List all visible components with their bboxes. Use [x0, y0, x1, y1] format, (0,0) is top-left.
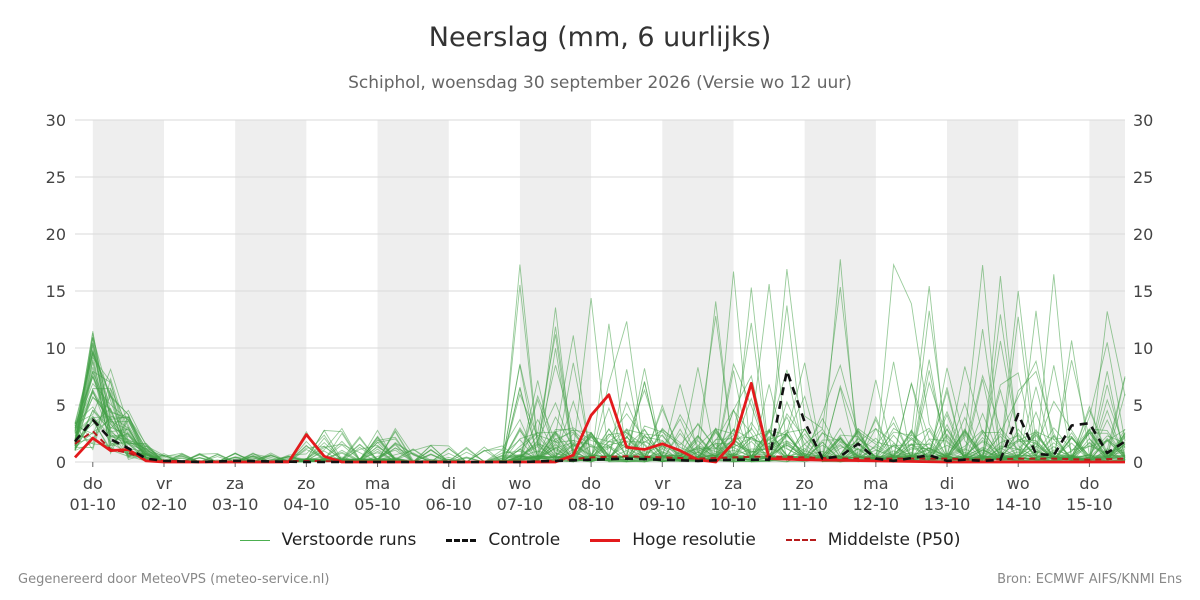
x-tick-date: 11-10	[781, 495, 828, 514]
x-tick-day: wo	[508, 474, 531, 493]
x-tick-date: 07-10	[497, 495, 544, 514]
y-tick-right: 5	[1133, 396, 1143, 415]
x-tick-date: 04-10	[283, 495, 330, 514]
x-tick-date: 15-10	[1066, 495, 1113, 514]
chart-subtitle: Schiphol, woensdag 30 september 2026 (Ve…	[348, 73, 852, 93]
x-tick-day: di	[940, 474, 955, 493]
x-tick-day: zo	[796, 474, 814, 493]
x-tick-date: 06-10	[425, 495, 472, 514]
x-tick-day: do	[83, 474, 103, 493]
x-axis: do 01-10 vr 02-10 za 03-10 zo 04-10 ma 05-10 di 06-…	[70, 462, 1113, 514]
legend-item-controle: Controle	[446, 530, 560, 550]
y-tick-right: 15	[1133, 282, 1153, 301]
ensemble-member-line	[74, 366, 1126, 463]
legend-swatch-hoge-resolutie	[590, 538, 621, 542]
legend-label-verstoorde: Verstoorde runs	[281, 530, 417, 550]
x-tick-date: 10-10	[710, 495, 757, 514]
x-tick-date: 12-10	[853, 495, 900, 514]
y-tick-left: 25	[46, 168, 66, 187]
x-tick-day: di	[441, 474, 456, 493]
x-tick-day: vr	[156, 474, 172, 493]
chart-title: Neerslag (mm, 6 uurlijks)	[428, 22, 772, 53]
x-tick-date: 08-10	[568, 495, 615, 514]
x-tick-day: zo	[297, 474, 315, 493]
legend-item-verstoorde: Verstoorde runs	[239, 530, 417, 550]
x-tick-date: 01-10	[70, 495, 117, 514]
legend-item-hoge-resolutie: Hoge resolutie	[590, 530, 756, 550]
legend-label-controle: Controle	[488, 530, 561, 550]
y-tick-left: 10	[46, 339, 66, 358]
y-tick-right: 20	[1133, 225, 1153, 244]
footer-generated-by: Gegenereerd door MeteoVPS (meteo-service…	[18, 572, 330, 587]
legend-swatch-verstoorde	[239, 539, 270, 541]
x-tick-day: vr	[654, 474, 670, 493]
legend: Verstoorde runs Controle Hoge resolutie …	[0, 530, 1200, 550]
x-tick-day: za	[226, 474, 244, 493]
y-tick-left: 5	[56, 396, 66, 415]
x-tick-day: do	[581, 474, 601, 493]
y-axis-left: 0 5 10 15 20 25 30	[46, 111, 66, 472]
y-tick-right: 25	[1133, 168, 1153, 187]
x-tick-date: 09-10	[639, 495, 686, 514]
main-series	[73, 369, 1126, 464]
x-tick-date: 14-10	[995, 495, 1042, 514]
x-tick-day: ma	[863, 474, 888, 493]
legend-item-p50: Middelste (P50)	[785, 530, 961, 550]
y-tick-right: 0	[1133, 453, 1143, 472]
y-tick-right: 10	[1133, 339, 1153, 358]
x-tick-date: 03-10	[212, 495, 259, 514]
y-tick-left: 30	[46, 111, 66, 130]
y-tick-right: 30	[1133, 111, 1153, 130]
x-tick-date: 13-10	[924, 495, 971, 514]
x-tick-day: za	[724, 474, 742, 493]
y-tick-left: 0	[56, 453, 66, 472]
series-line-controle	[73, 369, 1126, 464]
x-tick-date: 05-10	[354, 495, 401, 514]
legend-label-hoge-resolutie: Hoge resolutie	[632, 530, 756, 550]
x-tick-day: wo	[1007, 474, 1030, 493]
legend-swatch-p50	[785, 539, 816, 541]
y-axis-right: 0 5 10 15 20 25 30	[1133, 111, 1153, 472]
legend-swatch-controle	[446, 538, 477, 542]
x-tick-day: do	[1079, 474, 1099, 493]
footer-source: Bron: ECMWF AIFS/KNMI Ens	[997, 572, 1182, 587]
legend-label-p50: Middelste (P50)	[827, 530, 961, 550]
ensemble-member-line	[74, 283, 1126, 463]
x-tick-date: 02-10	[141, 495, 188, 514]
y-tick-left: 20	[46, 225, 66, 244]
x-tick-day: ma	[365, 474, 390, 493]
y-tick-left: 15	[46, 282, 66, 301]
